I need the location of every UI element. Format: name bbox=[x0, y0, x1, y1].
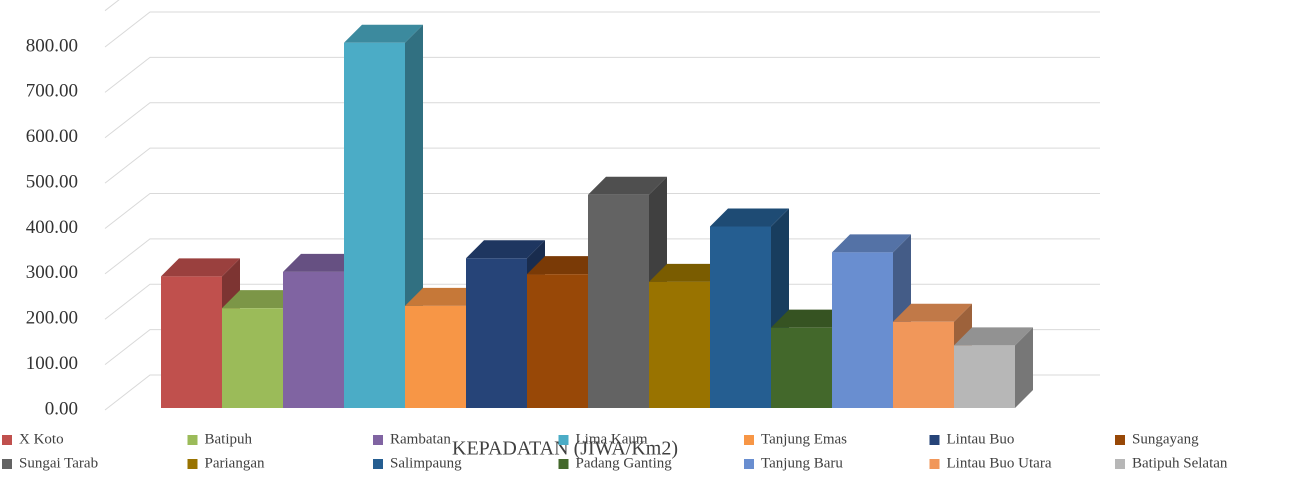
legend-swatch bbox=[373, 459, 383, 469]
bar bbox=[283, 271, 344, 408]
bar bbox=[649, 281, 710, 408]
bar bbox=[527, 274, 588, 408]
legend-label: Tanjung Emas bbox=[761, 431, 847, 447]
legend-label: Sungai Tarab bbox=[19, 455, 98, 471]
legend-label: Sungayang bbox=[1132, 431, 1199, 447]
legend-label: Tanjung Baru bbox=[761, 455, 843, 471]
legend-label: X Koto bbox=[19, 431, 64, 447]
plot-frame bbox=[104, 0, 120, 12]
bar-top bbox=[832, 234, 911, 253]
legend-swatch bbox=[187, 435, 198, 445]
legend-label: Rambatan bbox=[390, 431, 451, 447]
bar bbox=[222, 308, 283, 408]
legend-label: Lintau Buo Utara bbox=[947, 455, 1052, 471]
grid-line bbox=[104, 56, 1100, 93]
bar bbox=[588, 194, 649, 408]
bar-top bbox=[649, 263, 728, 282]
bar-side bbox=[1015, 327, 1033, 408]
bar-top bbox=[954, 327, 1033, 346]
legend-swatch bbox=[744, 459, 754, 469]
bar bbox=[832, 252, 893, 408]
bar-top bbox=[527, 256, 606, 275]
legend-swatch bbox=[929, 459, 940, 469]
bar bbox=[893, 321, 954, 408]
legend-swatch bbox=[744, 435, 754, 445]
y-tick-label: 600.00 bbox=[26, 126, 78, 147]
y-tick-label: 500.00 bbox=[26, 171, 78, 192]
grid-line bbox=[104, 147, 1100, 184]
bar-3d bbox=[161, 258, 240, 408]
x-axis-label: KEPADATAN (JIWA/Km2) bbox=[452, 438, 678, 460]
bar-top bbox=[405, 287, 484, 306]
bar bbox=[344, 42, 405, 408]
legend-label: Lima Kaum bbox=[576, 431, 648, 447]
grid-line bbox=[104, 11, 1100, 48]
bar bbox=[161, 276, 222, 408]
y-tick-label: 700.00 bbox=[26, 81, 78, 102]
grid-line bbox=[104, 102, 1100, 139]
y-tick-label: 300.00 bbox=[26, 262, 78, 283]
y-tick-label: 800.00 bbox=[26, 35, 78, 56]
legend-swatch bbox=[2, 459, 12, 469]
legend-swatch bbox=[558, 459, 569, 469]
bar-top bbox=[710, 208, 789, 227]
legend-swatch bbox=[929, 435, 940, 445]
legend-swatch bbox=[1115, 459, 1125, 469]
grid-line bbox=[104, 193, 1100, 229]
bar-top bbox=[771, 309, 850, 328]
bar-top bbox=[222, 290, 301, 309]
legend-swatch bbox=[2, 435, 12, 445]
legend-label: Padang Ganting bbox=[576, 455, 673, 471]
legend-label: Salimpaung bbox=[390, 455, 462, 471]
legend-label: Batipuh Selatan bbox=[1132, 455, 1228, 471]
bar-top bbox=[588, 176, 667, 195]
bar-top bbox=[283, 253, 362, 272]
legend-label: Pariangan bbox=[205, 455, 265, 471]
bar-3d bbox=[954, 327, 1033, 408]
y-tick-label: 400.00 bbox=[26, 217, 78, 238]
bar-3d bbox=[710, 208, 789, 408]
bar bbox=[710, 226, 771, 408]
legend-label: Batipuh bbox=[205, 431, 253, 447]
bar-top bbox=[344, 24, 423, 43]
bar bbox=[771, 327, 832, 408]
legend-swatch bbox=[1115, 435, 1125, 445]
y-tick-label: 0.00 bbox=[45, 398, 78, 419]
legend-label: Lintau Buo bbox=[947, 431, 1015, 447]
bar bbox=[954, 345, 1015, 408]
legend-swatch bbox=[558, 435, 569, 445]
bar-top bbox=[161, 258, 240, 277]
bar-top bbox=[466, 240, 545, 259]
legend-swatch bbox=[373, 435, 383, 445]
bar bbox=[466, 258, 527, 408]
bar-top bbox=[893, 303, 972, 322]
bar bbox=[405, 305, 466, 408]
y-tick-label: 100.00 bbox=[26, 353, 78, 374]
legend-swatch bbox=[187, 459, 198, 469]
y-tick-label: 200.00 bbox=[26, 308, 78, 329]
